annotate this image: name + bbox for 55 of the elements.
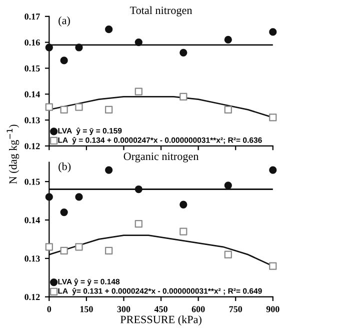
x-tick-label: 600 [192,306,205,312]
y-tick-label: 0.14 [24,91,40,98]
point [224,250,232,258]
y-tick-label: 0.13 [24,117,40,124]
point [60,106,68,114]
x-tick-label: 750 [229,306,242,312]
point [269,28,277,36]
point [134,220,142,228]
x-tick-label: 300 [117,306,130,312]
point [60,208,68,216]
annotation: (b) [58,162,71,172]
point [105,166,113,174]
point [105,106,113,114]
x-tick-label: 0 [47,306,52,312]
point [60,246,68,255]
y-tick-label: 0.12 [24,143,40,150]
x-tick-label: 450 [154,306,168,312]
x-tick-label: 900 [266,306,280,312]
point [269,114,277,122]
point [75,44,83,52]
point [60,56,68,64]
point [45,243,53,251]
point [75,243,83,251]
point [224,36,232,44]
point [45,103,53,111]
x-axis-title: PRESSURE (kPa) [120,315,202,326]
chart-title: Total nitrogen [130,6,192,16]
point [134,38,142,46]
point [75,193,83,201]
y-tick-label: 0.12 [24,294,40,300]
point [269,166,277,174]
point [180,48,188,56]
point [269,262,277,270]
point [224,182,232,190]
point [180,228,188,236]
point [105,246,113,255]
point [180,200,188,208]
point [224,106,232,114]
annotation: (a) [58,16,70,26]
y-tick-label: 0.15 [24,178,40,185]
y-tick-label: 0.15 [24,65,40,72]
point [134,185,142,194]
y-axis-title: N (dag kg$^{−1}$) [6,124,20,184]
y-tick-label: 0.16 [24,39,40,46]
point [45,44,53,52]
point [75,103,83,111]
point [180,92,188,101]
y-tick-label: 0.13 [24,256,40,262]
point [105,26,113,34]
point [134,88,142,96]
point [45,193,53,201]
y-tick-label: 0.14 [24,217,40,224]
x-tick-label: 150 [80,306,93,312]
y-tick-label: 0.17 [24,14,40,20]
chart-title: Organic nitrogen [124,152,199,162]
